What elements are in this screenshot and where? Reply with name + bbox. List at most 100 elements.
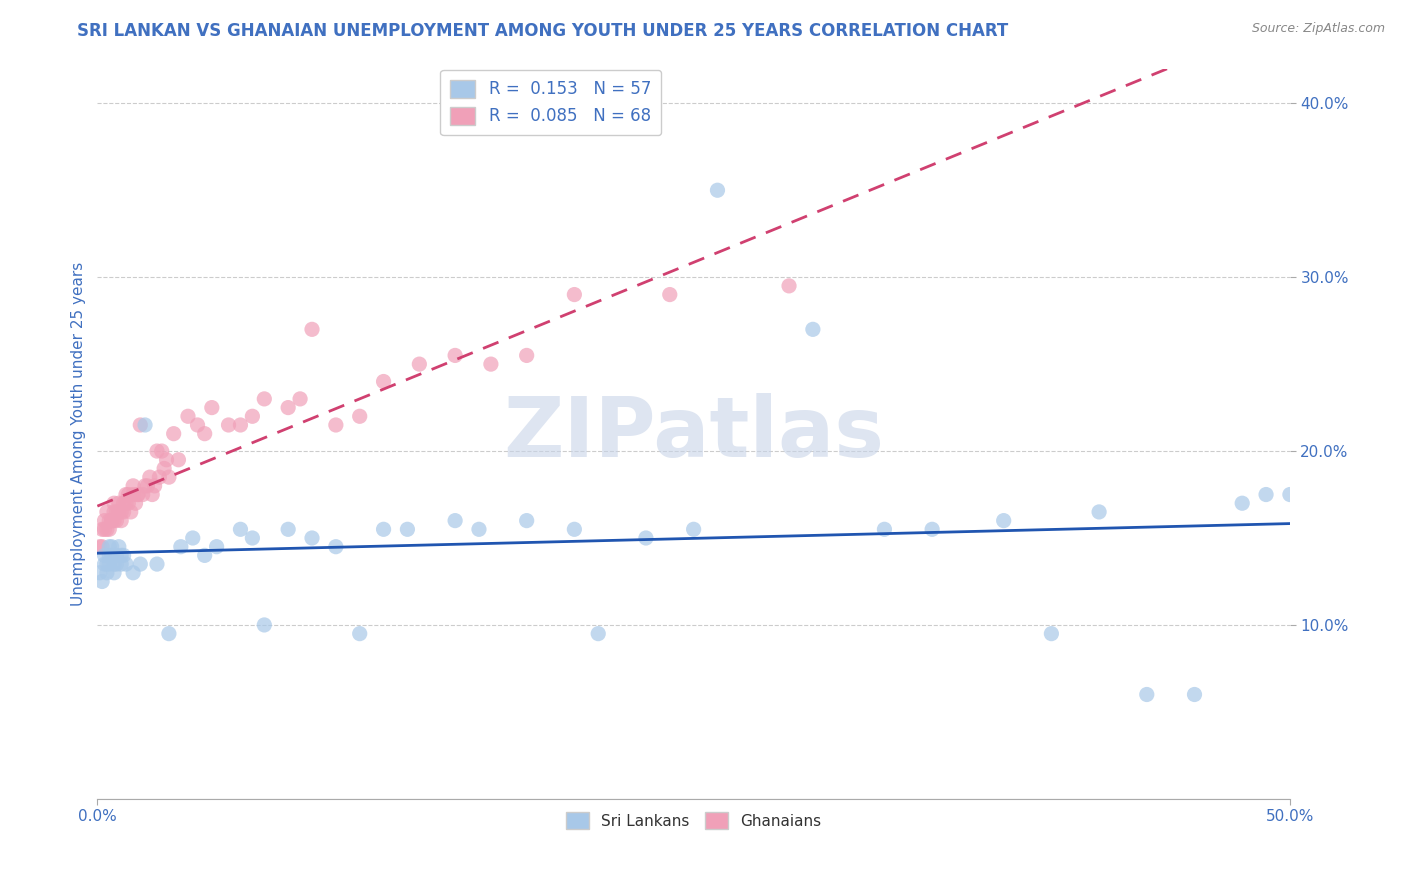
Point xyxy=(134,417,156,432)
Point xyxy=(301,322,323,336)
Point xyxy=(122,487,145,501)
Point xyxy=(120,505,142,519)
Point xyxy=(117,487,139,501)
Point xyxy=(105,514,128,528)
Point xyxy=(96,522,118,536)
Point xyxy=(98,514,121,528)
Point xyxy=(242,409,264,424)
Point xyxy=(778,278,800,293)
Point xyxy=(89,540,111,554)
Y-axis label: Unemployment Among Youth under 25 years: Unemployment Among Youth under 25 years xyxy=(72,261,86,606)
Point xyxy=(136,479,159,493)
Point xyxy=(105,557,128,571)
Point xyxy=(122,566,145,580)
Point xyxy=(115,487,138,501)
Point xyxy=(444,514,467,528)
Point xyxy=(110,514,132,528)
Point xyxy=(103,514,125,528)
Point xyxy=(1232,496,1254,510)
Point xyxy=(516,514,538,528)
Point xyxy=(253,618,276,632)
Point xyxy=(110,557,132,571)
Point xyxy=(325,540,347,554)
Point xyxy=(98,557,121,571)
Point xyxy=(157,626,180,640)
Point xyxy=(155,452,177,467)
Point xyxy=(100,514,122,528)
Point xyxy=(134,479,156,493)
Point xyxy=(682,522,704,536)
Point xyxy=(218,417,240,432)
Point xyxy=(91,522,114,536)
Point xyxy=(108,540,131,554)
Point xyxy=(148,470,170,484)
Point xyxy=(110,549,132,563)
Text: SRI LANKAN VS GHANAIAN UNEMPLOYMENT AMONG YOUTH UNDER 25 YEARS CORRELATION CHART: SRI LANKAN VS GHANAIAN UNEMPLOYMENT AMON… xyxy=(77,22,1008,40)
Point xyxy=(349,626,371,640)
Point xyxy=(163,426,186,441)
Point xyxy=(205,540,228,554)
Point xyxy=(112,505,135,519)
Point xyxy=(921,522,943,536)
Point xyxy=(143,479,166,493)
Point xyxy=(93,549,115,563)
Point xyxy=(139,470,162,484)
Point xyxy=(564,287,586,301)
Point xyxy=(242,531,264,545)
Point xyxy=(129,417,152,432)
Point xyxy=(170,540,193,554)
Point xyxy=(127,487,149,501)
Point xyxy=(110,505,132,519)
Point xyxy=(396,522,419,536)
Point xyxy=(658,287,681,301)
Point xyxy=(253,392,276,406)
Point xyxy=(100,514,122,528)
Point xyxy=(131,487,153,501)
Point xyxy=(115,557,138,571)
Point xyxy=(127,487,149,501)
Point xyxy=(1184,688,1206,702)
Point xyxy=(157,470,180,484)
Point xyxy=(194,549,217,563)
Point xyxy=(100,549,122,563)
Point xyxy=(129,557,152,571)
Point xyxy=(1136,688,1159,702)
Point xyxy=(112,549,135,563)
Point xyxy=(288,392,311,406)
Point xyxy=(177,409,200,424)
Point xyxy=(277,401,299,415)
Point xyxy=(181,531,204,545)
Point xyxy=(124,496,146,510)
Point xyxy=(277,522,299,536)
Point xyxy=(103,557,125,571)
Point xyxy=(103,505,125,519)
Point xyxy=(201,401,224,415)
Point xyxy=(373,522,395,536)
Point xyxy=(564,522,586,536)
Text: ZIPatlas: ZIPatlas xyxy=(503,393,884,475)
Point xyxy=(325,417,347,432)
Point xyxy=(229,522,252,536)
Point xyxy=(93,522,115,536)
Point xyxy=(516,348,538,362)
Point xyxy=(103,496,125,510)
Point xyxy=(100,540,122,554)
Point xyxy=(146,444,169,458)
Point xyxy=(586,626,609,640)
Point xyxy=(108,505,131,519)
Point xyxy=(634,531,657,545)
Point xyxy=(153,461,176,475)
Point xyxy=(444,348,467,362)
Point xyxy=(105,549,128,563)
Point xyxy=(186,417,208,432)
Point xyxy=(91,540,114,554)
Point xyxy=(993,514,1015,528)
Point xyxy=(115,496,138,510)
Point xyxy=(349,409,371,424)
Point xyxy=(1278,487,1301,501)
Point xyxy=(301,531,323,545)
Point xyxy=(873,522,896,536)
Point xyxy=(229,417,252,432)
Point xyxy=(706,183,728,197)
Point xyxy=(96,505,118,519)
